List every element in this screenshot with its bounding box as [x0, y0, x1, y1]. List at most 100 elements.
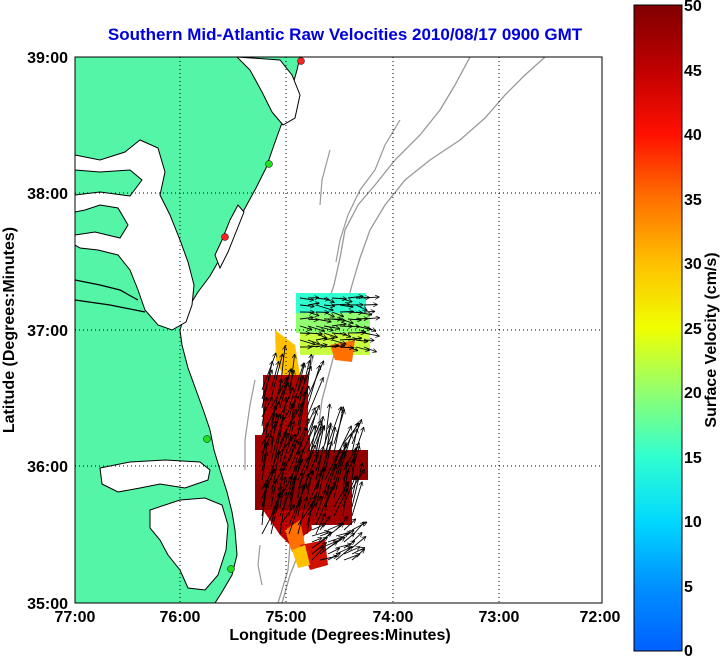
velocity-arrow: [343, 533, 355, 543]
velocity-arrow: [363, 318, 380, 319]
velocity-arrow: [307, 319, 318, 320]
velocity-arrow: [307, 311, 319, 316]
x-tick-label: 77:00: [55, 609, 96, 626]
pamlico-sound: [149, 497, 229, 591]
velocity-arrow: [355, 340, 368, 342]
station-marker[interactable]: [297, 57, 305, 65]
potomac-river: [75, 279, 146, 313]
velocity-arrow: [311, 537, 328, 549]
velocity-arrow: [270, 492, 280, 535]
velocity-arrow: [306, 496, 322, 517]
velocity-arrow: [307, 325, 325, 331]
grid-lines: [75, 57, 602, 603]
velocity-arrow: [331, 346, 345, 348]
velocity-arrow: [319, 516, 330, 531]
x-axis-label: Longitude (Degrees:Minutes): [229, 627, 450, 644]
velocity-arrow: [339, 312, 354, 313]
station-marker[interactable]: [227, 565, 235, 573]
velocity-arrow: [351, 429, 357, 454]
velocity-arrow: [279, 433, 288, 463]
velocity-arrow: [288, 395, 296, 436]
colorbar-tick: 10: [684, 514, 702, 531]
station-marker[interactable]: [221, 233, 229, 241]
colorbar-tick: 40: [684, 127, 702, 144]
velocity-arrow: [279, 434, 296, 454]
velocity-arrow: [306, 365, 320, 409]
station-marker[interactable]: [203, 435, 211, 443]
velocity-arrow: [279, 462, 285, 490]
velocity-arrow: [363, 346, 377, 352]
velocity-arrow: [323, 332, 338, 338]
velocity-arrow: [279, 505, 295, 526]
velocity-arrow: [299, 298, 314, 300]
velocity-arrow: [363, 305, 378, 306]
x-tick-label: 75:00: [266, 609, 307, 626]
velocity-arrow: [323, 311, 335, 317]
velocity-arrow: [351, 447, 356, 481]
velocity-arrow: [311, 531, 329, 537]
velocity-arrow: [343, 519, 356, 531]
velocity-arrow: [331, 304, 350, 305]
velocity-arrow: [323, 345, 339, 347]
velocity-arrow: [315, 325, 333, 331]
velocity-arrow: [279, 477, 285, 508]
velocity-arrow: [339, 297, 352, 302]
velocity-arrow: [279, 409, 297, 445]
velocity-arrow: [335, 546, 353, 561]
velocity-arrow: [270, 361, 279, 391]
velocity-arrow: [363, 297, 379, 298]
velocity-arrow: [261, 483, 266, 526]
y-tick-label: 35:00: [27, 596, 68, 613]
delaware-bay: [236, 57, 301, 126]
velocity-arrow: [261, 451, 267, 481]
velocity-arrow: [315, 513, 325, 535]
velocity-arrow: [261, 504, 279, 535]
y-axis: 39:00 38:00 37:00 36:00 35:00 Latitude (…: [1, 50, 68, 613]
velocity-vectors: [261, 296, 380, 561]
velocity-arrow: [306, 423, 322, 463]
velocity-arrow: [351, 536, 366, 549]
station-markers: [203, 57, 305, 573]
velocity-arrow: [307, 303, 319, 305]
velocity-arrow: [270, 413, 277, 454]
velocity-arrow: [355, 332, 366, 333]
colorbar-tick: 35: [684, 192, 702, 209]
velocity-arrow: [363, 332, 380, 336]
colorbar-tick: 0: [684, 643, 693, 659]
velocity-arrow: [297, 425, 315, 463]
velocity-arrow: [299, 317, 314, 319]
velocity-arrow: [339, 332, 351, 337]
velocity-arrow: [327, 552, 341, 561]
y-tick-label: 38:00: [27, 186, 68, 203]
velocity-arrow: [270, 479, 277, 508]
velocity-arrow: [363, 325, 376, 331]
velocity-arrow: [297, 497, 307, 535]
colorbar-tick: 5: [684, 579, 693, 596]
velocity-arrow: [315, 338, 327, 340]
velocity-arrow: [324, 404, 330, 445]
velocity-arrow: [355, 304, 367, 311]
velocity-arrow: [331, 324, 346, 326]
velocity-arrow: [347, 296, 363, 298]
velocity-arrow: [333, 407, 343, 454]
velocity-arrow: [270, 452, 279, 499]
velocity-arrow: [355, 325, 372, 330]
velocity-arrow: [343, 541, 355, 549]
velocity-arrow: [279, 387, 293, 418]
colorbar-tick: 20: [684, 385, 702, 402]
colorbar-tick: 30: [684, 256, 702, 273]
velocity-arrow: [339, 347, 354, 348]
velocity-arrow: [270, 354, 283, 400]
velocity-arrow: [270, 414, 280, 445]
y-tick-label: 37:00: [27, 323, 68, 340]
velocity-arrow: [351, 549, 365, 561]
velocity-arrow: [288, 439, 298, 463]
colorbar: 50 45 40 35 30 25 20 15 10 5 0 Surface V…: [633, 0, 720, 659]
y-axis-label: Latitude (Degrees:Minutes): [1, 227, 18, 433]
station-marker[interactable]: [265, 160, 273, 168]
velocity-arrow: [288, 363, 304, 409]
velocity-arrow: [288, 483, 307, 526]
velocity-arrow: [342, 483, 347, 517]
velocity-arrow: [307, 333, 323, 334]
velocity-arrow: [342, 462, 347, 490]
